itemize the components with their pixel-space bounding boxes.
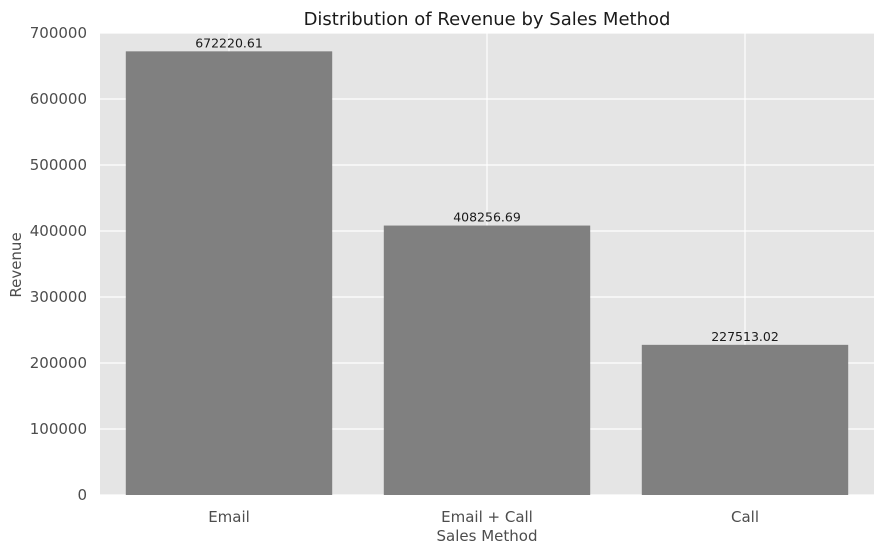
- y-tick-label: 500000: [30, 156, 87, 174]
- x-tick-label: Email + Call: [441, 508, 533, 526]
- x-tick-label: Call: [731, 508, 759, 526]
- bar: [125, 51, 333, 495]
- y-tick-label: 100000: [30, 420, 87, 438]
- bar-value-label: 227513.02: [711, 329, 779, 344]
- x-axis-label: Sales Method: [437, 527, 538, 545]
- y-tick-label: 400000: [30, 222, 87, 240]
- y-tick-label: 300000: [30, 288, 87, 306]
- x-tick-label: Email: [208, 508, 250, 526]
- y-tick-label: 700000: [30, 24, 87, 42]
- bar-value-label: 408256.69: [453, 210, 521, 225]
- chart-title: Distribution of Revenue by Sales Method: [304, 9, 671, 30]
- y-axis-label: Revenue: [7, 232, 25, 297]
- y-tick-label: 600000: [30, 90, 87, 108]
- y-tick-label: 200000: [30, 354, 87, 372]
- x-axis-ticks: Email Email + Call Call: [208, 508, 759, 526]
- bars: 672220.61 408256.69 227513.02: [125, 35, 849, 495]
- bar: [383, 225, 591, 495]
- bar-value-label: 672220.61: [195, 35, 263, 50]
- y-tick-label: 0: [77, 486, 87, 504]
- bar: [641, 344, 849, 495]
- y-axis-ticks: 0 100000 200000 300000 400000 500000 600000 700…: [30, 24, 87, 504]
